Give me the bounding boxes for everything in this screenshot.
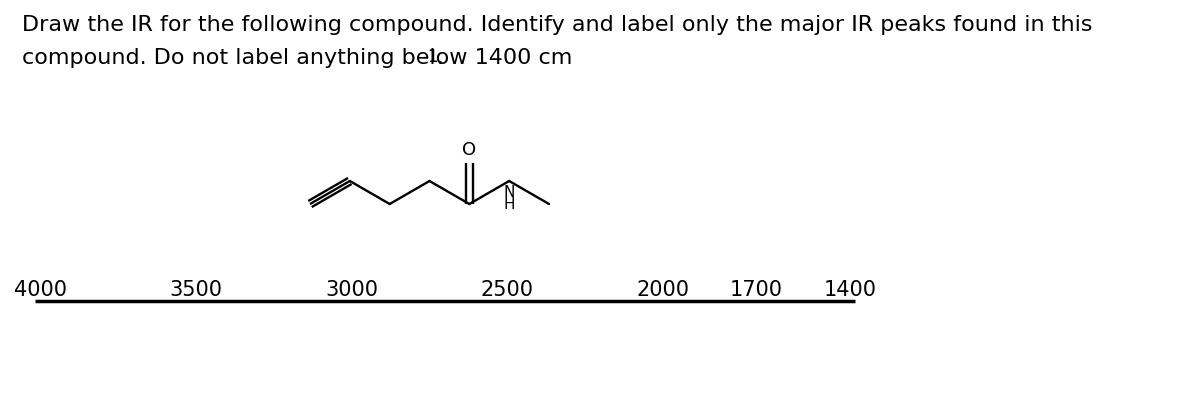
Text: compound. Do not label anything below 1400 cm: compound. Do not label anything below 14… — [22, 48, 572, 68]
Text: 2000: 2000 — [636, 279, 690, 299]
Text: 2500: 2500 — [481, 279, 534, 299]
Text: .: . — [437, 48, 444, 68]
Text: 3000: 3000 — [325, 279, 378, 299]
Text: N: N — [504, 184, 515, 200]
Text: O: O — [462, 140, 476, 158]
Text: H: H — [504, 197, 515, 211]
Text: 1700: 1700 — [730, 279, 784, 299]
Text: 4000: 4000 — [13, 279, 66, 299]
Text: 1400: 1400 — [823, 279, 876, 299]
Text: -1: -1 — [422, 48, 439, 66]
Text: 3500: 3500 — [169, 279, 222, 299]
Text: Draw the IR for the following compound. Identify and label only the major IR pea: Draw the IR for the following compound. … — [22, 15, 1092, 35]
